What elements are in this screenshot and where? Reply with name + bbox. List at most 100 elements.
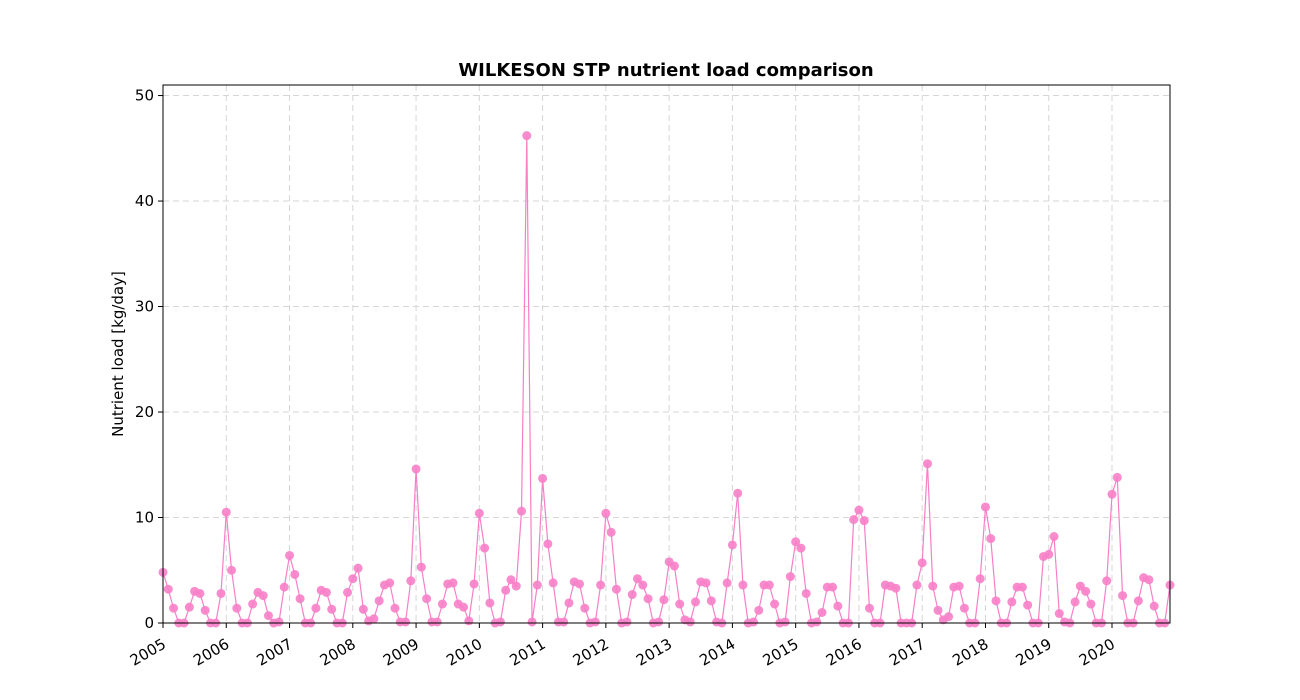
data-point: [1133, 596, 1143, 606]
data-point: [590, 617, 600, 627]
data-point: [891, 583, 901, 593]
data-point: [986, 534, 996, 544]
data-point: [812, 617, 822, 627]
data-point: [369, 614, 379, 624]
data-point: [248, 599, 258, 609]
data-point: [828, 582, 838, 592]
data-point: [169, 603, 179, 613]
data-point: [311, 603, 321, 613]
data-point: [485, 598, 495, 608]
x-tick-label: 2005: [127, 635, 169, 670]
data-point: [216, 588, 226, 598]
x-tick-label: 2011: [507, 635, 549, 670]
data-point: [258, 591, 268, 601]
data-point: [854, 505, 864, 515]
data-point: [163, 584, 173, 594]
data-point: [459, 602, 469, 612]
y-axis-label: Nutrient load [kg/day]: [109, 271, 127, 437]
data-point: [685, 617, 695, 627]
data-point: [385, 578, 395, 588]
x-tick-label: 2012: [570, 635, 612, 670]
data-point: [559, 617, 569, 627]
data-point: [1144, 575, 1154, 585]
data-point: [464, 616, 474, 626]
data-point: [1118, 591, 1128, 601]
x-tick-label: 2017: [886, 635, 928, 670]
data-point: [727, 540, 737, 550]
data-point: [917, 558, 927, 568]
data-point: [764, 580, 774, 590]
data-point: [511, 581, 521, 591]
data-point: [770, 599, 780, 609]
data-point: [833, 601, 843, 611]
data-point: [654, 617, 664, 627]
data-point: [580, 603, 590, 613]
data-point: [321, 587, 331, 597]
data-point: [864, 603, 874, 613]
data-point: [374, 596, 384, 606]
data-point: [638, 580, 648, 590]
data-point: [706, 596, 716, 606]
data-point: [1112, 472, 1122, 482]
data-point: [659, 595, 669, 605]
y-axis: 0 10 20 30 40 50: [135, 87, 163, 632]
data-point: [221, 507, 231, 517]
data-point: [548, 578, 558, 588]
data-point: [200, 605, 210, 615]
data-point: [285, 550, 295, 560]
data-point: [575, 579, 585, 589]
data-point: [448, 578, 458, 588]
data-point: [527, 617, 537, 627]
y-tick-label: 50: [135, 87, 154, 105]
x-tick-label: 2016: [823, 635, 865, 670]
data-point: [780, 617, 790, 627]
x-tick-label: 2019: [1013, 635, 1055, 670]
data-point: [1107, 489, 1117, 499]
data-point: [416, 562, 426, 572]
x-tick-label: 2015: [760, 635, 802, 670]
data-point: [295, 594, 305, 604]
data-point: [390, 603, 400, 613]
data-point: [1044, 549, 1054, 559]
data-point: [785, 572, 795, 582]
y-tick-label: 0: [144, 614, 154, 632]
data-point: [564, 598, 574, 608]
data-point: [279, 582, 289, 592]
y-tick-label: 40: [135, 192, 154, 210]
x-tick-label: 2006: [190, 635, 232, 670]
x-tick-label: 2014: [696, 635, 738, 670]
data-point: [274, 617, 284, 627]
data-point: [959, 603, 969, 613]
data-point: [532, 580, 542, 590]
data-point: [263, 611, 273, 621]
x-tick-label: 2007: [253, 635, 295, 670]
data-point: [343, 587, 353, 597]
data-point: [543, 539, 553, 549]
chart-title: WILKESON STP nutrient load comparison: [458, 60, 873, 81]
x-tick-label: 2010: [443, 635, 485, 670]
y-tick-label: 20: [135, 403, 154, 421]
series-line: [162, 135, 1171, 624]
data-point: [232, 603, 242, 613]
data-point: [1086, 599, 1096, 609]
data-point: [633, 574, 642, 584]
data-point: [480, 543, 490, 553]
data-point: [922, 459, 932, 469]
data-point: [691, 597, 700, 607]
grid-layer: [162, 85, 1170, 624]
data-point: [1049, 532, 1059, 541]
data-point: [411, 464, 421, 474]
x-tick-label: 2008: [317, 635, 359, 670]
data-point: [849, 515, 859, 525]
data-point: [944, 612, 954, 622]
data-point: [722, 578, 732, 588]
x-tick-label: 2009: [380, 635, 422, 670]
data-point: [859, 516, 869, 526]
data-point: [627, 590, 637, 600]
data-point: [601, 508, 611, 518]
data-point: [954, 581, 964, 591]
data-point: [928, 581, 938, 591]
data-point: [406, 576, 416, 586]
data-point: [517, 506, 527, 516]
data-point: [791, 537, 801, 547]
